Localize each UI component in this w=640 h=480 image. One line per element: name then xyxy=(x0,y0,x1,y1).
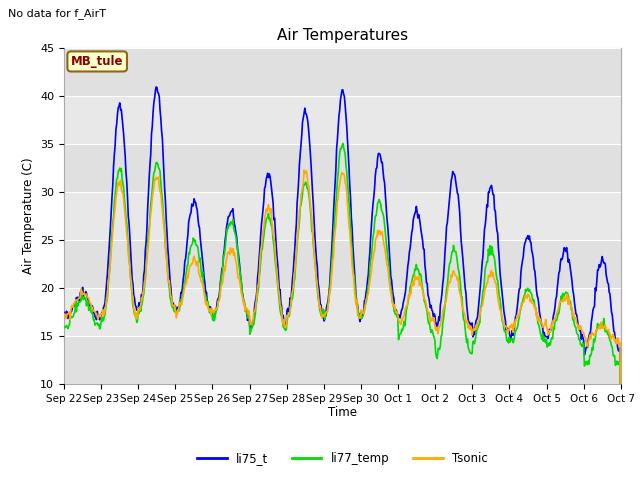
Tsonic xyxy=(300,167,308,173)
li75_t xyxy=(214,296,222,301)
li77_temp xyxy=(428,330,435,336)
Bar xyxy=(64,336,621,384)
li77_temp xyxy=(70,311,78,316)
Bar xyxy=(64,144,621,192)
Tsonic xyxy=(617,477,625,480)
li77_temp xyxy=(127,283,135,289)
Tsonic xyxy=(428,316,435,322)
Bar xyxy=(64,192,621,240)
li77_temp xyxy=(60,325,68,331)
Bar xyxy=(64,48,621,96)
Tsonic xyxy=(70,300,78,306)
li75_t xyxy=(617,477,625,480)
Line: li77_temp: li77_temp xyxy=(64,144,621,480)
li75_t xyxy=(428,302,435,308)
li77_temp xyxy=(339,141,347,146)
Bar xyxy=(64,288,621,336)
li75_t xyxy=(411,211,419,216)
Tsonic xyxy=(184,275,192,281)
li77_temp xyxy=(214,305,221,311)
li75_t xyxy=(60,310,68,315)
Text: No data for f_AirT: No data for f_AirT xyxy=(8,8,106,19)
li77_temp xyxy=(411,266,419,272)
Bar xyxy=(64,96,621,144)
li75_t xyxy=(127,264,135,269)
li75_t xyxy=(70,303,78,309)
Legend: li75_t, li77_temp, Tsonic: li75_t, li77_temp, Tsonic xyxy=(192,447,493,469)
Tsonic xyxy=(60,313,68,319)
li75_t xyxy=(152,84,160,90)
li75_t xyxy=(185,219,193,225)
X-axis label: Time: Time xyxy=(328,407,357,420)
li77_temp xyxy=(617,477,625,480)
Tsonic xyxy=(214,305,221,311)
li77_temp xyxy=(184,262,192,268)
Text: MB_tule: MB_tule xyxy=(71,55,124,68)
Tsonic xyxy=(411,273,419,278)
Y-axis label: Air Temperature (C): Air Temperature (C) xyxy=(22,158,35,274)
Title: Air Temperatures: Air Temperatures xyxy=(277,28,408,43)
Line: Tsonic: Tsonic xyxy=(64,170,621,480)
Tsonic xyxy=(127,278,135,284)
Line: li75_t: li75_t xyxy=(64,87,621,480)
Bar xyxy=(64,240,621,288)
